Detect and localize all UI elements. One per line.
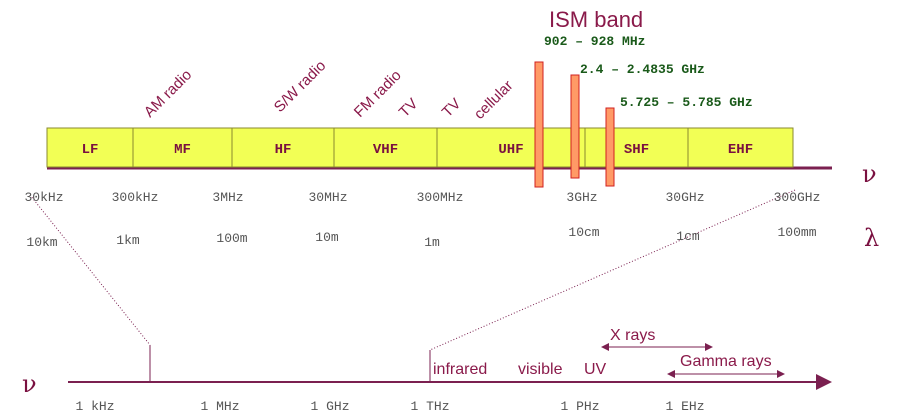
wavelength-label: 1m bbox=[424, 235, 440, 250]
region-label: infrared bbox=[433, 361, 487, 378]
band-label: UHF bbox=[498, 142, 523, 158]
ism-range: 902 – 928 MHz bbox=[544, 34, 645, 49]
band-label: MF bbox=[174, 142, 191, 158]
service-label: cellular bbox=[471, 77, 517, 123]
region-label: X rays bbox=[610, 327, 655, 344]
zoom-line bbox=[429, 189, 796, 351]
ism-bar bbox=[605, 107, 615, 187]
band-box bbox=[46, 127, 134, 168]
ism-bar bbox=[570, 74, 580, 179]
wavelength-label: 1cm bbox=[676, 229, 700, 244]
band-label: HF bbox=[275, 142, 292, 158]
bottom-label: 1 MHz bbox=[200, 399, 239, 414]
frequency-label: 300kHz bbox=[112, 190, 159, 205]
band-box bbox=[436, 127, 586, 168]
bottom-label: 1 GHz bbox=[310, 399, 349, 414]
zoom-line bbox=[29, 194, 151, 346]
service-label: AM radio bbox=[141, 66, 195, 120]
band-box bbox=[584, 127, 689, 168]
service-label: S/W radio bbox=[271, 57, 330, 116]
band-label: LF bbox=[82, 142, 99, 158]
bottom-label: 1 PHz bbox=[560, 399, 599, 414]
frequency-label: 3GHz bbox=[566, 190, 597, 205]
frequency-label: 3MHz bbox=[212, 190, 243, 205]
wavelength-label: 10km bbox=[26, 235, 57, 250]
frequency-label: 30GHz bbox=[665, 190, 704, 205]
band-label: EHF bbox=[728, 142, 753, 158]
wavelength-label: 100m bbox=[216, 231, 247, 246]
ism-range: 5.725 – 5.785 GHz bbox=[620, 95, 753, 110]
service-label: TV bbox=[439, 95, 465, 121]
ism-bar bbox=[534, 61, 544, 188]
nu-symbol: ν bbox=[862, 160, 877, 188]
frequency-label: 300GHz bbox=[774, 190, 821, 205]
ism-range: 2.4 – 2.4835 GHz bbox=[580, 62, 705, 77]
wavelength-label: 100mm bbox=[777, 225, 816, 240]
band-label: VHF bbox=[373, 142, 398, 158]
service-label: TV bbox=[396, 95, 422, 121]
bottom-label: 1 EHz bbox=[665, 399, 704, 414]
nu-symbol: ν bbox=[22, 370, 37, 398]
frequency-label: 30MHz bbox=[308, 190, 347, 205]
wavelength-label: 1km bbox=[116, 233, 140, 248]
frequency-label: 300MHz bbox=[417, 190, 464, 205]
service-label: FM radio bbox=[351, 67, 405, 121]
band-box bbox=[333, 127, 438, 168]
band-label: SHF bbox=[624, 142, 649, 158]
lambda-symbol: λ bbox=[864, 224, 879, 252]
ism-title: ISM band bbox=[549, 7, 643, 32]
wavelength-label: 10m bbox=[315, 230, 339, 245]
band-box bbox=[687, 127, 794, 168]
region-label: UV bbox=[584, 361, 607, 378]
frequency-label: 30kHz bbox=[24, 190, 63, 205]
region-label: Gamma rays bbox=[680, 353, 772, 370]
bottom-label: 1 kHz bbox=[75, 399, 114, 414]
bottom-label: 1 THz bbox=[410, 399, 449, 414]
region-label: visible bbox=[518, 361, 563, 378]
wavelength-label: 10cm bbox=[568, 225, 599, 240]
